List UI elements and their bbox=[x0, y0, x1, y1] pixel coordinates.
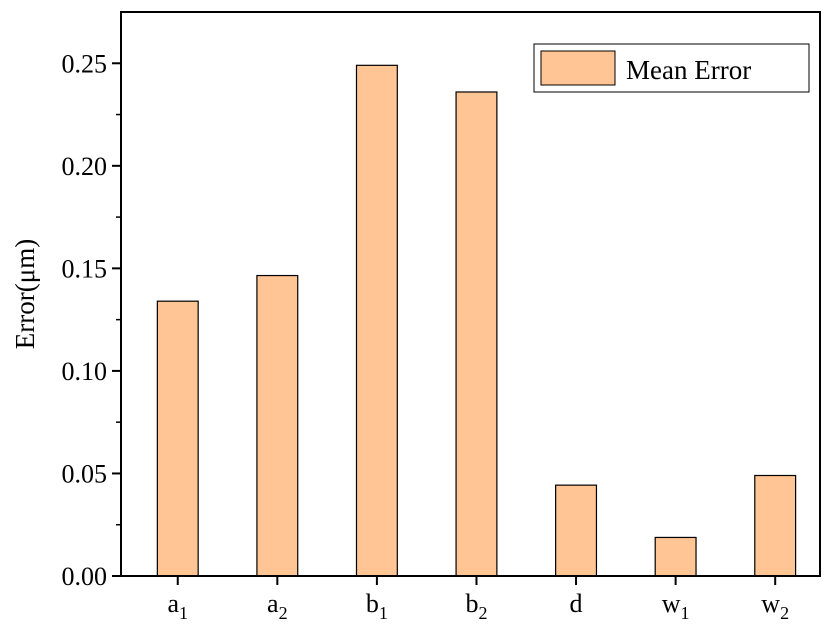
x-tick-label: w2 bbox=[761, 589, 789, 623]
x-tick-label: a1 bbox=[167, 589, 188, 623]
bar-b2 bbox=[455, 91, 498, 577]
x-tick-label: b1 bbox=[366, 589, 388, 623]
y-tick-label: 0.05 bbox=[62, 459, 108, 488]
y-tick-label: 0.20 bbox=[62, 152, 108, 181]
bars-group bbox=[156, 64, 797, 577]
y-tick-label: 0.00 bbox=[62, 562, 108, 591]
legend: Mean Error bbox=[533, 43, 810, 93]
x-tick-label: b2 bbox=[465, 589, 487, 623]
y-axis-title: Error(μm) bbox=[10, 239, 40, 349]
legend-swatch bbox=[540, 50, 616, 86]
x-tick-label: d bbox=[570, 589, 583, 618]
y-tick-label: 0.15 bbox=[62, 254, 108, 283]
bar-b1 bbox=[355, 64, 398, 577]
x-tick-label: w1 bbox=[662, 589, 690, 623]
x-axis: a1 a2 b1 b2 d w1 w2 bbox=[167, 576, 789, 623]
bar-a1 bbox=[156, 300, 199, 577]
bar-a2 bbox=[256, 274, 299, 577]
x-tick-label: a2 bbox=[267, 589, 288, 623]
bar-d bbox=[555, 484, 598, 577]
bar-w2 bbox=[754, 474, 797, 577]
y-tick-label: 0.10 bbox=[62, 357, 108, 386]
y-tick-label: 0.25 bbox=[62, 49, 108, 78]
bar-w1 bbox=[654, 536, 697, 577]
y-axis: 0.00 0.05 0.10 0.15 0.20 0.25 bbox=[62, 49, 121, 591]
plot-frame bbox=[120, 11, 821, 577]
legend-label: Mean Error bbox=[626, 55, 751, 85]
